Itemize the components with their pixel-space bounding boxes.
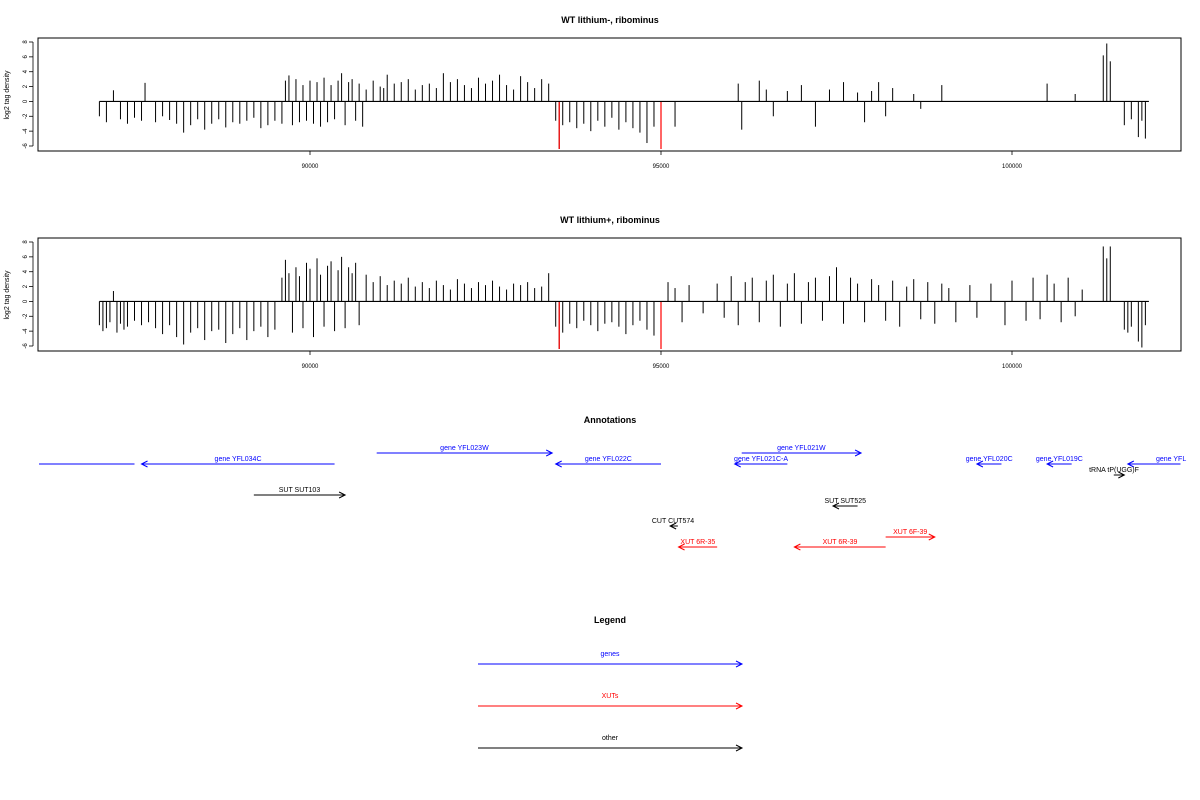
legend-arrowhead [735,660,744,668]
y-tick-label: 0 [23,299,29,303]
legend: Legend genes XUTs other [478,615,744,752]
legend-arrowhead [735,744,744,752]
feature-label: gene YFL021W [777,445,826,452]
feature-label: SUT SUT103 [279,487,321,494]
annotation-feature: gene YFL021C-A [733,456,788,468]
legend-label: genes [600,651,620,658]
feature-arrowhead [928,533,936,541]
annotation-feature: gene YFL [1126,456,1186,468]
y-tick-label: 6 [23,55,29,59]
y-tick-label: -2 [23,113,29,119]
feature-arrowhead [854,449,863,457]
x-tick-label: 90000 [302,164,319,170]
annotation-features: gene YFL034C gene YFL023W gene YFL022C gene… [39,445,1186,551]
y-tick-label: -6 [23,343,29,349]
data-bars [98,246,1146,349]
annotation-feature: SUT SUT103 [253,487,347,499]
feature-label: XUT 6R-39 [823,539,858,546]
y-tick-labels: 8 6 4 2 0 -2 -4 -6 [23,40,29,149]
annotation-feature: XUT 6R-39 [793,539,886,551]
y-tick-label: 2 [23,84,29,88]
feature-label: CUT CUT574 [652,518,694,525]
data-bars [98,43,1146,149]
feature-label: gene YFL019C [1036,456,1083,463]
y-tick-label: 4 [23,69,29,73]
feature-arrowhead [554,460,562,468]
x-tick-label: 95000 [653,364,670,370]
y-tick-label: 0 [23,99,29,103]
feature-label: gene YFL020C [966,456,1013,463]
annotation-feature: SUT SUT525 [825,498,867,510]
annotation-feature: XUT 6F-39 [885,529,936,541]
annotation-feature: gene YFL020C [966,456,1013,468]
plot-frame [37,237,1182,352]
chart-panel-lithium-plus: WT lithium+, ribominus log2 tag density … [4,215,1182,370]
feature-arrowhead [793,543,801,551]
feature-arrowhead [338,491,347,499]
y-tick-label: 2 [23,284,29,288]
chart-title: WT lithium+, ribominus [560,215,660,225]
y-tick-label: -6 [23,143,29,149]
plot-frame [37,37,1182,152]
feature-arrowhead [1118,471,1126,479]
feature-arrowhead [733,460,741,468]
feature-arrowhead [677,543,685,551]
feature-label: tRNA tP(UGG)F [1089,467,1139,474]
annotation-feature: gene YFL019C [1036,456,1083,468]
legend-entries: genes XUTs other [478,651,744,752]
y-tick-labels: 8 6 4 2 0 -2 -4 -6 [23,240,29,349]
annotation-feature: gene YFL023W [376,445,554,457]
feature-arrowhead [1126,460,1135,468]
x-tick-label: 90000 [302,364,319,370]
x-tick-label: 95000 [653,164,670,170]
annotation-feature: gene YFL021W [741,445,863,457]
x-tick-labels: 90000 95000 100000 [302,164,1023,170]
y-tick-label: -2 [23,313,29,319]
y-tick-label: 4 [23,269,29,273]
feature-label: gene YFL021C-A [734,456,788,463]
x-tick-label: 100000 [1002,164,1023,170]
legend-label: XUTs [602,693,619,700]
legend-label: other [602,735,619,742]
legend-entry: genes [478,651,744,668]
feature-arrowhead [1045,460,1054,468]
annotations-title: Annotations [584,415,637,425]
feature-arrowhead [545,449,554,457]
legend-arrowhead [735,702,744,710]
y-tick-label: 8 [23,40,29,44]
chart-panel-lithium-minus: WT lithium-, ribominus log2 tag density … [4,15,1182,170]
feature-label: XUT 6R-35 [680,539,715,546]
y-axis-label: log2 tag density [4,270,11,320]
annotation-feature: XUT 6R-35 [677,539,718,551]
feature-label: gene YFL023W [440,445,489,452]
y-tick-label: 8 [23,240,29,244]
chart-title: WT lithium-, ribominus [561,15,659,25]
feature-arrowhead [669,522,677,530]
y-axis-label: log2 tag density [4,70,11,120]
y-tick-label: 6 [23,255,29,259]
y-tick-label: -4 [23,128,29,134]
feature-label: SUT SUT525 [825,498,867,505]
feature-arrowhead [831,502,840,510]
legend-title: Legend [594,615,626,625]
x-tick-labels: 90000 95000 100000 [302,364,1023,370]
feature-arrowhead [140,460,148,468]
feature-label: XUT 6F-39 [893,529,927,536]
feature-arrowhead [975,460,984,468]
annotation-feature: CUT CUT574 [652,518,694,530]
annotation-feature: gene YFL022C [554,456,661,468]
feature-label: gene YFL [1156,456,1186,463]
y-tick-label: -4 [23,328,29,334]
annotation-feature: gene YFL034C [140,456,335,468]
legend-entry: other [478,735,744,752]
legend-entry: XUTs [478,693,744,710]
feature-label: gene YFL034C [215,456,262,463]
annotation-feature: tRNA tP(UGG)F [1089,467,1139,479]
feature-label: gene YFL022C [585,456,632,463]
x-tick-label: 100000 [1002,364,1023,370]
